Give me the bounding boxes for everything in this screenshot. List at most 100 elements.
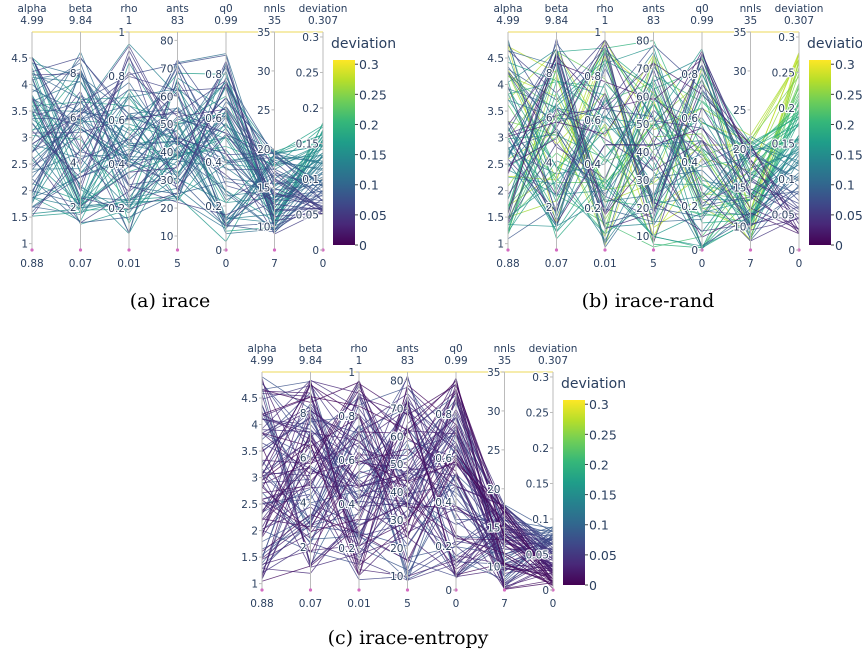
tick-label-nnls: 35 (733, 27, 746, 39)
axis-q0[interactable]: q00.99 00 0.2 0.4 0.6 0.8 (680, 3, 713, 270)
colorbar-tick: 0.1 (589, 518, 609, 533)
tick-label-ants: 40 (390, 487, 403, 499)
chart-panel-irace: alpha4.990.8811.522.533.544.5beta9.840.0… (10, 3, 396, 270)
tick-label-q0: 0.2 (435, 541, 452, 553)
caption-irace: (a) irace (129, 290, 211, 312)
tick-label-q0: 0 (691, 245, 698, 257)
colorbar-tick: 0.3 (589, 397, 609, 412)
caption-irace-rand: (b) irace-rand (581, 290, 715, 312)
axis-title-beta: beta (545, 3, 569, 15)
axis-title-rho: rho (120, 3, 137, 15)
tick-label-q0: 0.4 (435, 497, 452, 509)
axis-max-rho: 1 (602, 15, 609, 27)
axis-max-rho: 1 (126, 15, 133, 27)
axis-title-ants: ants (166, 3, 189, 15)
axis-title-deviation: deviation (299, 3, 348, 15)
tick-label-rho: 0.2 (338, 543, 355, 555)
axis-max-beta: 9.84 (69, 15, 93, 27)
tick-label-q0: 0.6 (205, 113, 222, 125)
tick-label-beta: 6 (300, 453, 307, 465)
axis-max-alpha: 4.99 (250, 355, 273, 367)
tick-label-rho: 0.4 (584, 159, 601, 171)
tick-label-deviation: 0.1 (302, 174, 319, 186)
tick-label-rho: 1 (348, 367, 355, 379)
axis-q0[interactable]: q00.99 00 0.2 0.4 0.6 0.8 (204, 3, 237, 270)
tick-label-rho: 0.6 (108, 115, 125, 127)
tick-label-alpha: 3 (251, 473, 258, 485)
tick-label-ants: 80 (160, 35, 173, 47)
axis-title-deviation: deviation (775, 3, 824, 15)
tick-label-deviation: 0.3 (302, 32, 319, 44)
axis-max-nnls: 35 (498, 355, 511, 367)
tick-label-rho: 0.6 (338, 455, 355, 467)
axis-title-rho: rho (596, 3, 613, 15)
axis-max-q0: 0.99 (214, 15, 237, 27)
tick-label-rho: 0.2 (584, 203, 601, 215)
colorbar-tick: 0.3 (359, 57, 379, 72)
axis-title-alpha: alpha (17, 3, 46, 15)
colorbar-tick: 0 (589, 578, 597, 593)
tick-label-ants: 40 (160, 147, 173, 159)
colorbar-title: deviation (331, 36, 396, 52)
tick-label-nnls: 10 (487, 562, 500, 574)
tick-label-nnls: 10 (733, 222, 746, 234)
tick-label-beta: 2 (300, 542, 307, 554)
axis-min-ants: 5 (650, 258, 657, 270)
tick-label-ants: 80 (636, 35, 649, 47)
colorbar-tick: 0.15 (359, 148, 387, 163)
axis-min-beta: 0.07 (545, 258, 568, 270)
colorbar-tick: 0.2 (359, 117, 379, 132)
axis-min-q0: 0 (223, 258, 230, 270)
tick-label-ants: 30 (390, 515, 403, 527)
tick-label-deviation: 0.2 (532, 443, 549, 455)
tick-label-beta: 8 (546, 68, 553, 80)
colorbar-tick: 0 (359, 238, 367, 253)
axis-max-q0: 0.99 (444, 355, 467, 367)
axis-title-ants: ants (642, 3, 665, 15)
colorbar-tick: 0.25 (359, 87, 387, 102)
tick-label-nnls: 25 (257, 105, 270, 117)
axis-max-deviation: 0.307 (784, 15, 814, 27)
axis-q0[interactable]: q00.99 00 0.2 0.4 0.6 0.8 (434, 343, 467, 610)
tick-label-ants: 70 (160, 63, 173, 75)
axis-min-rho: 0.01 (347, 598, 370, 610)
axis-max-ants: 83 (401, 355, 414, 367)
tick-label-beta: 4 (300, 497, 307, 509)
tick-label-alpha: 2.5 (241, 499, 258, 511)
tick-label-deviation: 0.1 (778, 174, 795, 186)
tick-label-rho: 0.8 (338, 411, 355, 423)
axis-max-nnls: 35 (744, 15, 757, 27)
tick-label-alpha: 1.5 (11, 212, 28, 224)
tick-label-ants: 60 (390, 431, 403, 443)
axis-max-q0: 0.99 (690, 15, 713, 27)
tick-label-q0: 0 (445, 585, 452, 597)
axis-max-nnls: 35 (268, 15, 281, 27)
axis-min-beta: 0.07 (69, 258, 92, 270)
tick-label-ants: 30 (636, 175, 649, 187)
tick-label-deviation: 0.05 (526, 549, 549, 561)
tick-label-alpha: 1.5 (241, 552, 258, 564)
tick-label-rho: 0.8 (108, 71, 125, 83)
axis-min-rho: 0.01 (117, 258, 140, 270)
tick-label-alpha: 3 (497, 133, 504, 145)
tick-label-alpha: 3.5 (11, 106, 28, 118)
